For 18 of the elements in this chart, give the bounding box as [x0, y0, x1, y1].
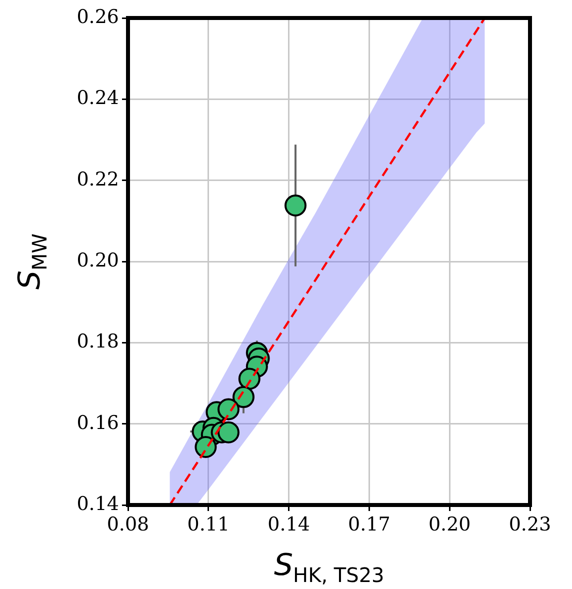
x-tick-label: 0.17 — [348, 513, 390, 536]
y-tick-label: 0.24 — [76, 87, 119, 110]
y-tick-label: 0.14 — [76, 492, 119, 515]
y-tick-label: 0.22 — [76, 168, 119, 190]
y-tick-label: 0.18 — [76, 330, 119, 353]
x-tick-label: 0.08 — [106, 513, 150, 536]
y-tick-label: 0.26 — [76, 6, 119, 28]
x-tick-label: 0.11 — [187, 513, 230, 536]
x-axis-title: S$_{HK, TS23}$ — [274, 548, 384, 587]
point — [218, 421, 240, 444]
y-tick-label: 0.20 — [76, 249, 119, 272]
point — [218, 398, 240, 420]
point — [284, 194, 306, 216]
x-tick-label: 0.23 — [508, 513, 552, 536]
x-tick-label: 0.14 — [268, 513, 310, 536]
y-tick-label: 0.16 — [76, 412, 119, 434]
x-tick-label: 0.20 — [428, 513, 471, 536]
point — [232, 386, 255, 408]
